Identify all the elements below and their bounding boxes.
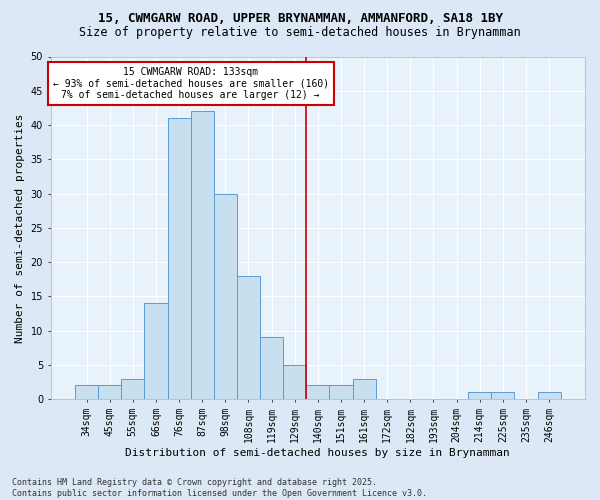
Bar [191, 112, 214, 399]
Text: 15, CWMGARW ROAD, UPPER BRYNAMMAN, AMMANFORD, SA18 1BY: 15, CWMGARW ROAD, UPPER BRYNAMMAN, AMMAN… [97, 12, 503, 26]
Bar [283, 365, 306, 399]
Bar [260, 338, 283, 399]
Text: Contains HM Land Registry data © Crown copyright and database right 2025.
Contai: Contains HM Land Registry data © Crown c… [12, 478, 427, 498]
Bar [167, 118, 191, 399]
Bar [306, 386, 329, 399]
Y-axis label: Number of semi-detached properties: Number of semi-detached properties [15, 113, 25, 342]
X-axis label: Distribution of semi-detached houses by size in Brynamman: Distribution of semi-detached houses by … [125, 448, 510, 458]
Bar [98, 386, 121, 399]
Bar [538, 392, 561, 399]
Bar [491, 392, 514, 399]
Bar [329, 386, 353, 399]
Bar [353, 378, 376, 399]
Bar [145, 303, 167, 399]
Bar [468, 392, 491, 399]
Bar [75, 386, 98, 399]
Bar [214, 194, 237, 399]
Bar [237, 276, 260, 399]
Text: Size of property relative to semi-detached houses in Brynamman: Size of property relative to semi-detach… [79, 26, 521, 39]
Bar [121, 378, 145, 399]
Text: 15 CWMGARW ROAD: 133sqm
← 93% of semi-detached houses are smaller (160)
7% of se: 15 CWMGARW ROAD: 133sqm ← 93% of semi-de… [53, 67, 329, 100]
